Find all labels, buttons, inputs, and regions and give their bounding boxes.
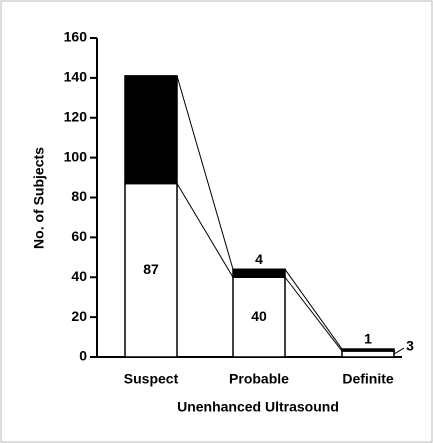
y-tick-label: 160	[64, 29, 88, 45]
y-tick-label: 20	[71, 308, 87, 324]
y-tick-label: 60	[71, 228, 87, 244]
bar-segment	[124, 75, 178, 185]
x-tick-label: Probable	[229, 371, 289, 387]
bar-segment	[124, 182, 178, 358]
connector	[284, 268, 343, 350]
bar-segment	[341, 348, 395, 352]
data-label: 54	[143, 120, 159, 136]
data-label: 87	[143, 261, 159, 277]
data-label: 3	[406, 338, 414, 354]
connector	[176, 183, 234, 278]
connector	[176, 75, 234, 270]
data-label: 40	[251, 308, 267, 324]
bar-segment	[232, 268, 286, 278]
leader-line	[393, 347, 405, 355]
y-tick-label: 120	[64, 108, 88, 124]
x-axis-title: Unenhanced Ultrasound	[177, 399, 339, 415]
connector	[284, 276, 343, 352]
y-axis-title: No. of Subjects	[31, 147, 47, 249]
y-tick-label: 40	[71, 268, 87, 284]
y-tick-label: 80	[71, 188, 87, 204]
bar-segment	[341, 350, 395, 358]
y-tick-label: 100	[64, 148, 88, 164]
y-tick-label: 0	[79, 348, 87, 364]
data-label: 1	[364, 331, 372, 347]
x-tick-label: Definite	[342, 371, 394, 387]
x-tick-label: Suspect	[124, 371, 179, 387]
data-label: 4	[255, 251, 263, 267]
y-tick-label: 140	[64, 69, 88, 85]
